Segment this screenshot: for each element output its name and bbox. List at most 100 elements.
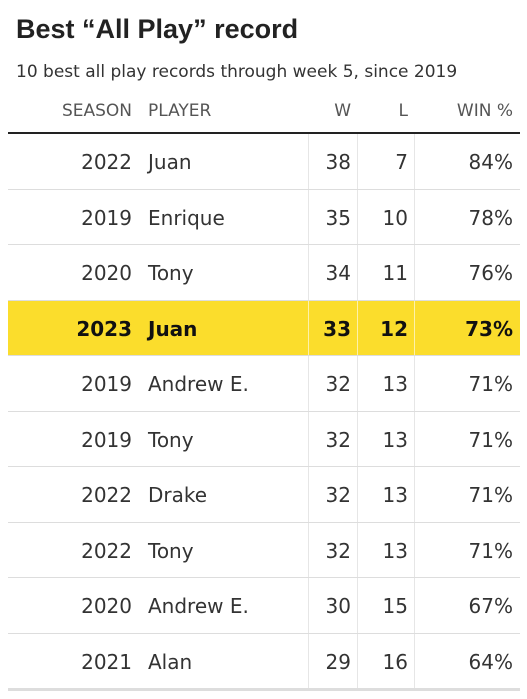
column-separator-2 bbox=[357, 189, 358, 244]
column-separator-1 bbox=[308, 300, 309, 355]
cell-season: 2020 bbox=[81, 594, 132, 618]
cell-win-pct: 84% bbox=[468, 150, 513, 174]
cell-losses: 16 bbox=[382, 649, 408, 674]
cell-season: 2022 bbox=[81, 150, 132, 174]
column-separator-1 bbox=[308, 633, 309, 688]
column-separator-1 bbox=[308, 467, 309, 522]
cell-player: Drake bbox=[148, 483, 208, 507]
column-separator-2 bbox=[357, 356, 358, 411]
header-wins: W bbox=[334, 101, 351, 121]
cell-season: 2022 bbox=[81, 483, 132, 507]
cell-season: 2019 bbox=[81, 205, 132, 230]
cell-losses: 15 bbox=[382, 594, 408, 618]
column-separator-1 bbox=[308, 578, 309, 633]
column-separator-2 bbox=[357, 300, 358, 355]
cell-player: Alan bbox=[148, 649, 193, 674]
header-losses: L bbox=[398, 101, 408, 121]
column-separator-3 bbox=[414, 633, 415, 688]
cell-player: Tony bbox=[148, 261, 194, 285]
table-title: Best “All Play” record bbox=[16, 14, 299, 44]
cell-losses: 12 bbox=[380, 316, 408, 341]
column-separator-2 bbox=[357, 467, 358, 522]
cell-losses: 11 bbox=[382, 261, 408, 285]
table-row: 2021 Alan 29 16 64% bbox=[8, 633, 520, 689]
table-bottom-rule bbox=[8, 689, 520, 691]
cell-win-pct: 71% bbox=[468, 427, 513, 452]
cell-wins: 32 bbox=[325, 483, 351, 507]
cell-win-pct: 71% bbox=[468, 372, 513, 396]
column-separator-3 bbox=[414, 467, 415, 522]
table-row: 2020 Tony 34 11 76% bbox=[8, 245, 520, 301]
cell-wins: 33 bbox=[323, 316, 351, 341]
cell-win-pct: 64% bbox=[468, 649, 513, 674]
table-row: 2022 Juan 38 7 84% bbox=[8, 134, 520, 190]
header-player: PLAYER bbox=[148, 101, 212, 121]
cell-player: Andrew E. bbox=[148, 594, 249, 618]
table-row: 2019 Enrique 35 10 78% bbox=[8, 189, 520, 245]
cell-losses: 13 bbox=[382, 372, 408, 396]
column-separator-3 bbox=[414, 134, 415, 189]
cell-season: 2021 bbox=[81, 649, 132, 674]
cell-season: 2020 bbox=[81, 261, 132, 285]
cell-player: Tony bbox=[148, 538, 194, 563]
column-separator-3 bbox=[414, 411, 415, 466]
header-win-pct: WIN % bbox=[456, 101, 513, 121]
column-separator-3 bbox=[414, 245, 415, 300]
table-row-highlighted: 2023 Juan 33 12 73% bbox=[8, 300, 520, 356]
cell-player: Andrew E. bbox=[148, 372, 249, 396]
table-row: 2020 Andrew E. 30 15 67% bbox=[8, 578, 520, 634]
cell-player: Enrique bbox=[148, 205, 225, 230]
table-header: SEASON PLAYER W L WIN % bbox=[8, 96, 520, 134]
table-body: 2022 Juan 38 7 84% 2019 Enrique 35 10 78… bbox=[8, 134, 520, 689]
table-subtitle: 10 best all play records through week 5,… bbox=[16, 62, 458, 82]
column-separator-2 bbox=[357, 578, 358, 633]
cell-wins: 38 bbox=[325, 150, 351, 174]
cell-wins: 35 bbox=[325, 205, 351, 230]
column-separator-1 bbox=[308, 522, 309, 577]
column-separator-1 bbox=[308, 356, 309, 411]
cell-player: Juan bbox=[148, 150, 192, 174]
column-separator-1 bbox=[308, 411, 309, 466]
cell-win-pct: 67% bbox=[468, 594, 513, 618]
cell-losses: 13 bbox=[382, 538, 408, 563]
column-separator-2 bbox=[357, 134, 358, 189]
cell-player: Juan bbox=[148, 316, 198, 341]
table-row: 2022 Drake 32 13 71% bbox=[8, 467, 520, 523]
cell-losses: 13 bbox=[382, 427, 408, 452]
column-separator-3 bbox=[414, 300, 415, 355]
table-row: 2022 Tony 32 13 71% bbox=[8, 522, 520, 578]
column-separator-1 bbox=[308, 245, 309, 300]
cell-win-pct: 78% bbox=[468, 205, 513, 230]
column-separator-3 bbox=[414, 189, 415, 244]
cell-season: 2023 bbox=[76, 316, 132, 341]
cell-wins: 32 bbox=[325, 372, 351, 396]
column-separator-2 bbox=[357, 245, 358, 300]
header-season: SEASON bbox=[61, 101, 132, 121]
column-separator-1 bbox=[308, 134, 309, 189]
table-row: 2019 Tony 32 13 71% bbox=[8, 411, 520, 467]
cell-losses: 13 bbox=[382, 483, 408, 507]
column-separator-3 bbox=[414, 356, 415, 411]
cell-wins: 32 bbox=[325, 427, 351, 452]
cell-wins: 32 bbox=[325, 538, 351, 563]
column-separator-2 bbox=[357, 633, 358, 688]
column-separator-1 bbox=[308, 189, 309, 244]
cell-win-pct: 76% bbox=[468, 261, 513, 285]
cell-season: 2019 bbox=[81, 427, 132, 452]
cell-season: 2022 bbox=[81, 538, 132, 563]
column-separator-2 bbox=[357, 411, 358, 466]
column-separator-3 bbox=[414, 578, 415, 633]
cell-losses: 10 bbox=[382, 205, 408, 230]
cell-player: Tony bbox=[148, 427, 194, 452]
cell-win-pct: 73% bbox=[465, 316, 513, 341]
cell-season: 2019 bbox=[81, 372, 132, 396]
column-separator-2 bbox=[357, 522, 358, 577]
cell-win-pct: 71% bbox=[468, 538, 513, 563]
cell-losses: 7 bbox=[395, 150, 408, 174]
cell-wins: 30 bbox=[325, 594, 351, 618]
cell-wins: 34 bbox=[325, 261, 351, 285]
column-separator-3 bbox=[414, 522, 415, 577]
cell-win-pct: 71% bbox=[468, 483, 513, 507]
table-row: 2019 Andrew E. 32 13 71% bbox=[8, 356, 520, 412]
